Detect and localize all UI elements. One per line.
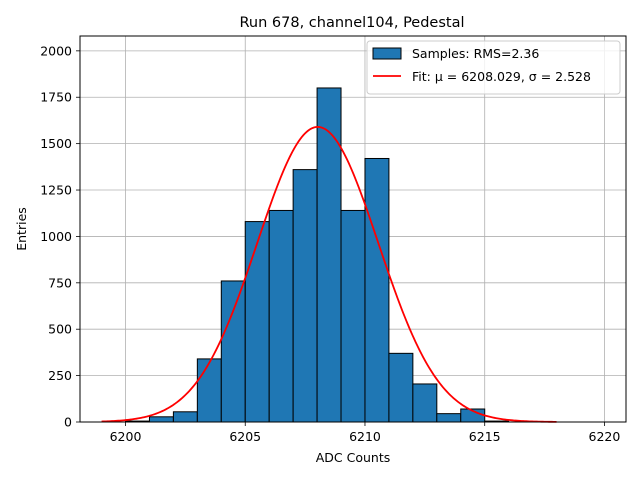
x-tick-label: 6205: [229, 429, 261, 444]
y-axis-ticks: 0 250 500 750 1000 1250 1500 1750 2000: [40, 43, 80, 430]
x-tick-label: 6220: [589, 429, 621, 444]
legend-histogram-swatch: [372, 47, 402, 60]
y-tick-label: 750: [48, 275, 72, 290]
legend-box: [366, 40, 621, 95]
plot-frame: [79, 35, 627, 423]
y-tick-label: 250: [48, 368, 72, 383]
y-tick-label: 1250: [40, 183, 72, 198]
histogram-bar: [244, 221, 270, 423]
x-axis-ticks: 6200 6205 6210 6215 6220: [110, 422, 621, 444]
histogram-bar: [388, 352, 414, 423]
x-tick-label: 6200: [110, 429, 142, 444]
y-tick-label: 1000: [40, 229, 72, 244]
x-tick-label: 6215: [469, 429, 501, 444]
histogram-bar: [364, 157, 390, 423]
y-axis-label: Entries: [14, 207, 29, 251]
histogram-bar: [172, 411, 198, 423]
histogram-bar: [268, 209, 294, 423]
histogram-bar: [412, 383, 438, 423]
y-tick-label: 500: [48, 322, 72, 337]
x-axis-label: ADC Counts: [316, 450, 391, 465]
y-tick-label: 1750: [40, 90, 72, 105]
legend-fit-label: Fit: μ = 6208.029, σ = 2.528: [412, 69, 591, 84]
histogram-bar: [220, 280, 246, 423]
y-tick-label: 2000: [40, 43, 72, 58]
histogram-bar: [436, 413, 462, 423]
fit-curve-group: [101, 126, 557, 423]
x-tick-label: 6210: [349, 429, 381, 444]
legend-histogram-label: Samples: RMS=2.36: [412, 46, 539, 61]
y-tick-label: 1500: [40, 136, 72, 151]
chart-title: Run 678, channel104, Pedestal: [239, 15, 464, 31]
histogram-bars: [125, 87, 510, 423]
histogram-bar: [196, 358, 222, 423]
fit-curve: [101, 126, 557, 423]
legend: Samples: RMS=2.36 Fit: μ = 6208.029, σ =…: [366, 40, 621, 95]
histogram-bar: [292, 169, 318, 423]
histogram-bar: [340, 209, 366, 423]
histogram-bar: [148, 416, 174, 423]
histogram-bar: [316, 87, 342, 423]
y-tick-label: 0: [64, 415, 72, 430]
